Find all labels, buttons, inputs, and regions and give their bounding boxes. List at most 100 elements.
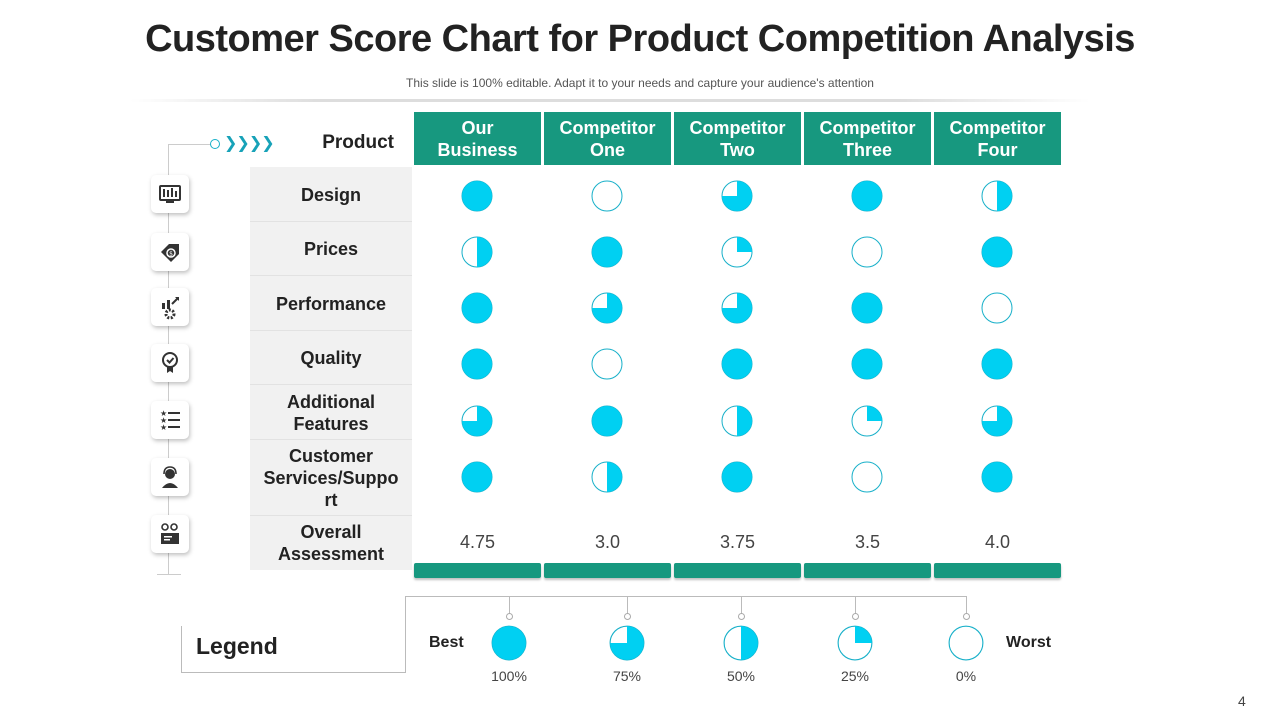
column-header-competitor-two: Competitor Two [674, 112, 801, 165]
harvey-ball-design-competitor-two [721, 180, 753, 212]
harvey-ball-quality-competitor-one [591, 348, 623, 380]
timeline-dot [210, 139, 220, 149]
legend-best-label: Best [429, 634, 464, 651]
svg-text:★: ★ [160, 409, 167, 418]
monitor-tools-icon [151, 175, 189, 213]
legend-connector-dot [852, 613, 859, 620]
growth-gear-icon [151, 288, 189, 326]
legend-connector [855, 597, 856, 617]
page-number: 4 [1238, 693, 1246, 709]
column-header-competitor-three: Competitor Three [804, 112, 931, 165]
harvey-ball-additional-features-competitor-three [851, 405, 883, 437]
legend-ball-25 [837, 625, 873, 661]
harvey-ball-customer-services-suppo-rt-our-business [461, 461, 493, 493]
harvey-ball-design-competitor-four [981, 180, 1013, 212]
row-label-prices: Prices [250, 222, 412, 276]
harvey-ball-performance-competitor-two [721, 292, 753, 324]
legend-frame [405, 596, 406, 673]
price-tag-icon: $ [151, 233, 189, 271]
harvey-ball-additional-features-competitor-two [721, 405, 753, 437]
harvey-ball-performance-competitor-one [591, 292, 623, 324]
harvey-ball-additional-features-competitor-one [591, 405, 623, 437]
legend-percent-label: 25% [840, 668, 870, 684]
overall-score-competitor-three: 3.5 [854, 532, 881, 552]
legend-worst-label: Worst [1006, 634, 1052, 651]
timeline-end [157, 574, 181, 575]
harvey-ball-customer-services-suppo-rt-competitor-two [721, 461, 753, 493]
svg-text:★: ★ [160, 423, 167, 432]
row-label-additional-features: Additional Features [250, 386, 412, 440]
row-labels-background [250, 167, 412, 570]
legend-connector [741, 597, 742, 617]
legend-connector-dot [624, 613, 631, 620]
harvey-ball-customer-services-suppo-rt-competitor-three [851, 461, 883, 493]
harvey-ball-prices-competitor-three [851, 236, 883, 268]
footer-bar [674, 563, 801, 578]
title-divider [130, 99, 1090, 102]
footer-bar [414, 563, 541, 578]
column-header-competitor-one: Competitor One [544, 112, 671, 165]
harvey-ball-additional-features-competitor-four [981, 405, 1013, 437]
row-label-overall-assessment: Overall Assessment [277, 522, 385, 564]
product-header: Product [322, 132, 394, 153]
footer-bar [804, 563, 931, 578]
star-list-icon: ★ ★ ★ [151, 401, 189, 439]
harvey-ball-prices-competitor-two [721, 236, 753, 268]
harvey-ball-customer-services-suppo-rt-competitor-four [981, 461, 1013, 493]
harvey-ball-quality-competitor-four [981, 348, 1013, 380]
legend-percent-label: 50% [726, 668, 756, 684]
harvey-ball-performance-competitor-four [981, 292, 1013, 324]
legend-ball-100 [491, 625, 527, 661]
harvey-ball-performance-competitor-three [851, 292, 883, 324]
legend-frame [181, 626, 182, 673]
legend-connector [509, 597, 510, 617]
harvey-ball-prices-our-business [461, 236, 493, 268]
legend-ball-0 [948, 625, 984, 661]
legend-frame [405, 596, 967, 597]
harvey-ball-prices-competitor-one [591, 236, 623, 268]
svg-text:★: ★ [160, 416, 167, 425]
legend-title: Legend [196, 633, 278, 659]
harvey-ball-customer-services-suppo-rt-competitor-one [591, 461, 623, 493]
harvey-ball-prices-competitor-four [981, 236, 1013, 268]
row-label-performance: Performance [250, 277, 412, 331]
chevrons-icon: ❯❯❯❯ [224, 135, 275, 152]
footer-bar [934, 563, 1061, 578]
customer-support-icon [151, 458, 189, 496]
legend-connector-dot [506, 613, 513, 620]
timeline-connector [168, 144, 212, 145]
legend-percent-label: 75% [612, 668, 642, 684]
legend-connector-dot [738, 613, 745, 620]
harvey-ball-additional-features-our-business [461, 405, 493, 437]
legend-connector-dot [963, 613, 970, 620]
harvey-ball-design-competitor-one [591, 180, 623, 212]
legend-percent-label: 100% [491, 668, 527, 684]
overall-score-competitor-four: 4.0 [984, 532, 1011, 552]
harvey-ball-performance-our-business [461, 292, 493, 324]
legend-ball-75 [609, 625, 645, 661]
legend-ball-50 [723, 625, 759, 661]
legend-connector [966, 597, 967, 617]
overall-score-our-business: 4.75 [459, 532, 496, 552]
harvey-ball-design-our-business [461, 180, 493, 212]
quality-badge-icon [151, 344, 189, 382]
row-label-quality: Quality [250, 331, 412, 385]
harvey-ball-quality-competitor-three [851, 348, 883, 380]
row-label-design: Design [250, 168, 412, 222]
harvey-ball-quality-competitor-two [721, 348, 753, 380]
harvey-ball-design-competitor-three [851, 180, 883, 212]
legend-frame [181, 672, 406, 673]
overall-score-competitor-one: 3.0 [594, 532, 621, 552]
svg-text:$: $ [169, 251, 173, 258]
footer-bar [544, 563, 671, 578]
assessment-icon [151, 515, 189, 553]
legend-percent-label: 0% [955, 668, 977, 684]
overall-score-competitor-two: 3.75 [719, 532, 756, 552]
column-header-competitor-four: Competitor Four [934, 112, 1061, 165]
legend-connector [627, 597, 628, 617]
harvey-ball-quality-our-business [461, 348, 493, 380]
column-header-our-business: Our Business [414, 112, 541, 165]
slide-subtitle: This slide is 100% editable. Adapt it to… [406, 76, 874, 90]
slide-title: Customer Score Chart for Product Competi… [145, 18, 1135, 60]
row-label-customer-services: Customer Services/Suppo rt [250, 440, 412, 516]
